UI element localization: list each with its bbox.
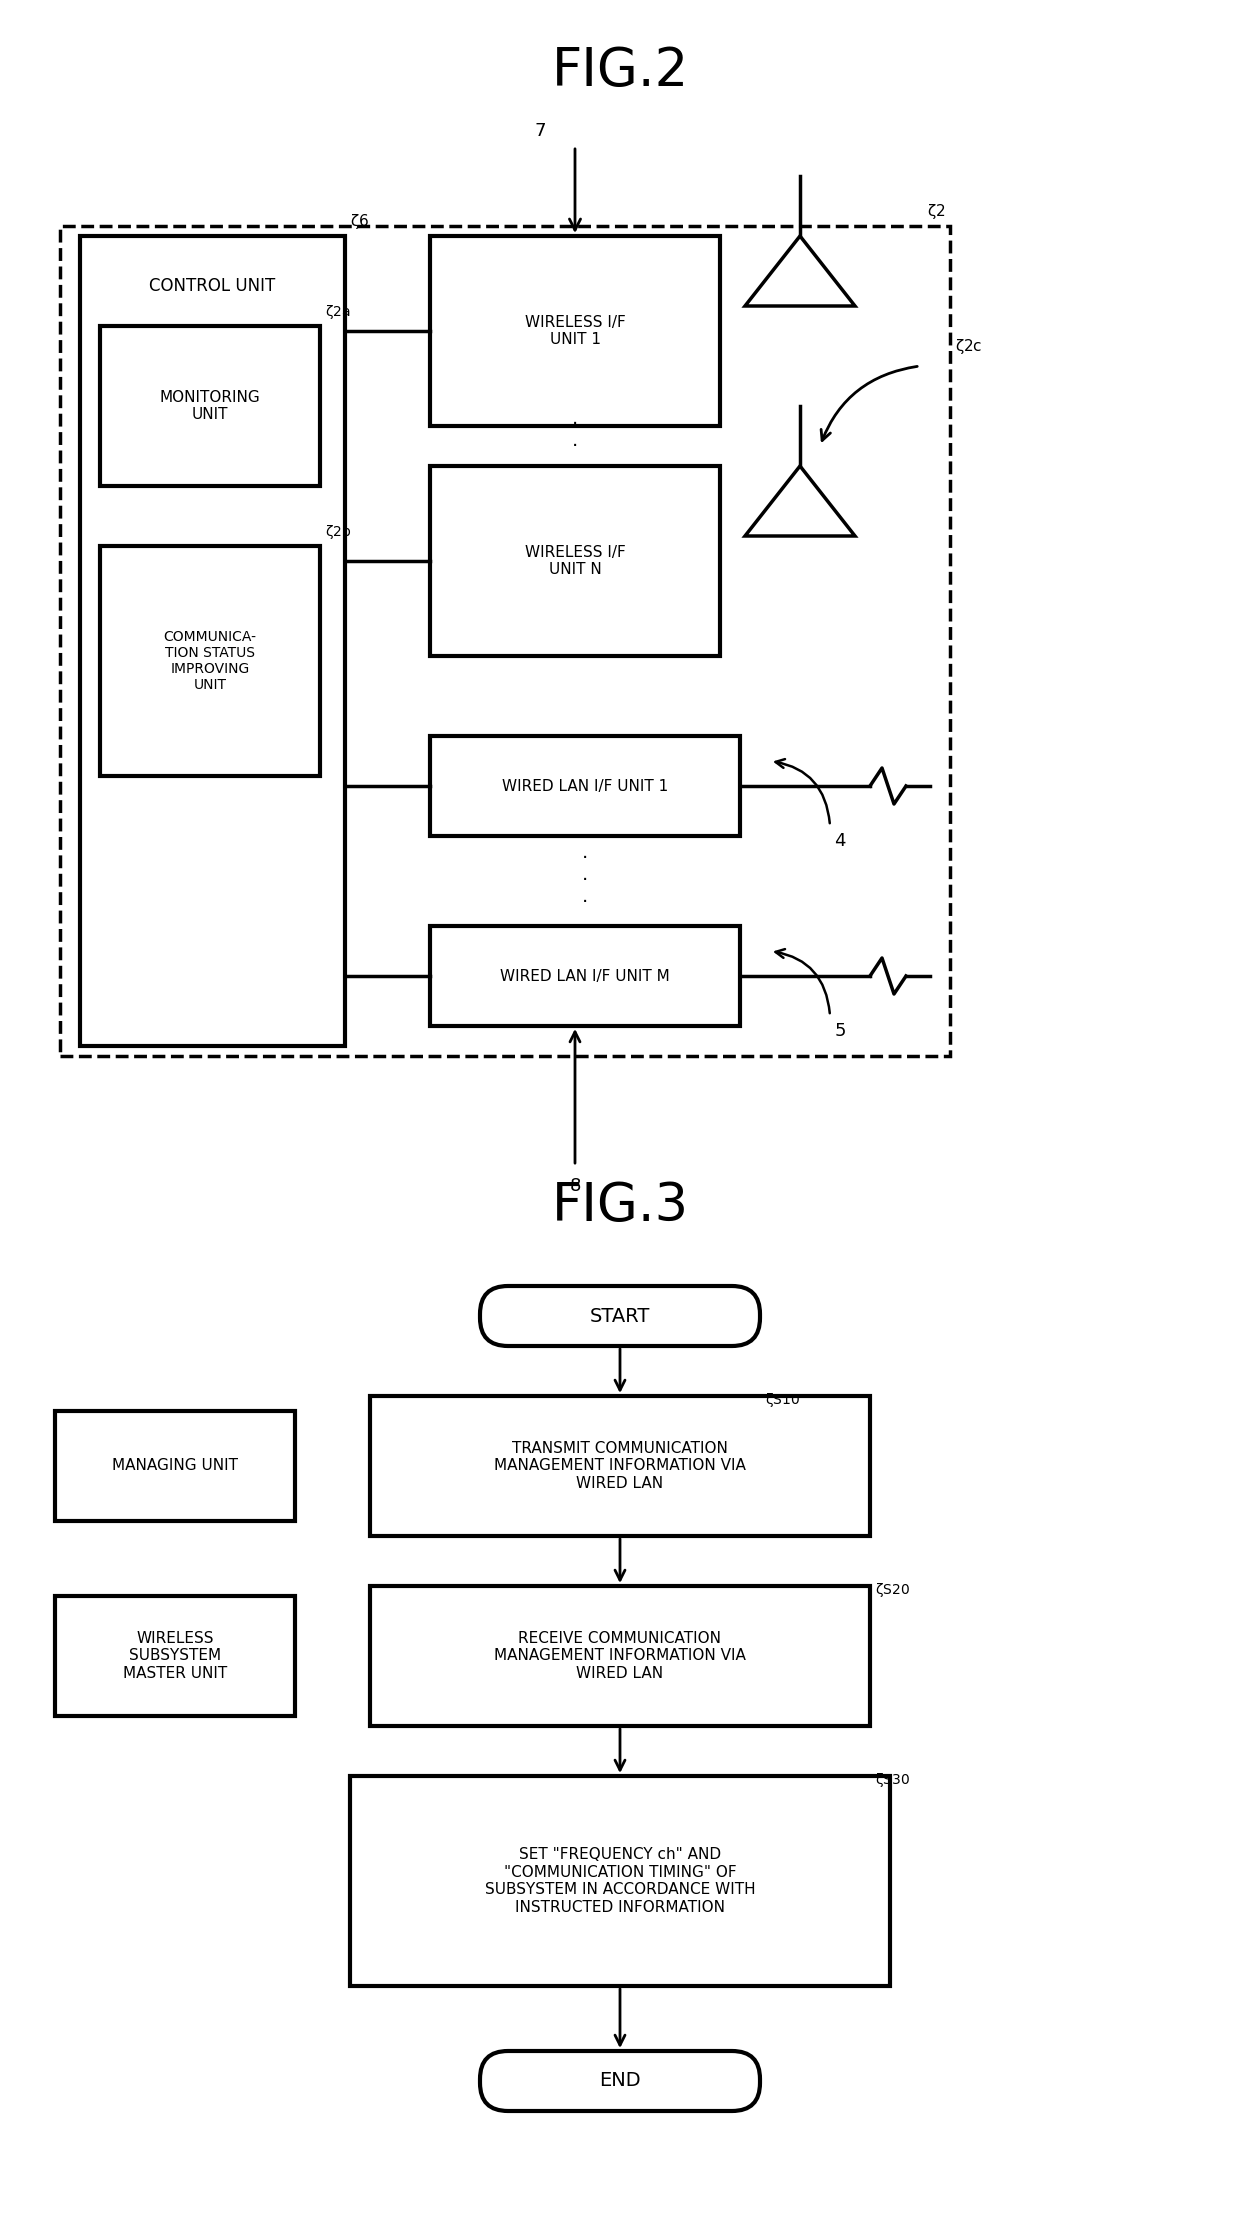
Bar xyxy=(55,1596,295,1716)
Text: $\mathsf{\zeta}$S20: $\mathsf{\zeta}$S20 xyxy=(875,1580,910,1598)
Bar xyxy=(60,227,950,1055)
Text: SET "FREQUENCY ch" AND
"COMMUNICATION TIMING" OF
SUBSYSTEM IN ACCORDANCE WITH
IN: SET "FREQUENCY ch" AND "COMMUNICATION TI… xyxy=(485,1848,755,1914)
Bar xyxy=(430,236,720,425)
Text: $\mathsf{\zeta}$S30: $\mathsf{\zeta}$S30 xyxy=(875,1772,910,1790)
Text: WIRELESS I/F
UNIT N: WIRELESS I/F UNIT N xyxy=(525,545,625,577)
Bar xyxy=(370,1585,870,1725)
Text: $\mathsf{\zeta}$2b: $\mathsf{\zeta}$2b xyxy=(325,523,351,541)
Text: 5: 5 xyxy=(835,1022,846,1040)
Text: 4: 4 xyxy=(835,833,846,850)
Text: $\mathsf{\zeta}$6: $\mathsf{\zeta}$6 xyxy=(350,211,370,232)
Text: WIRELESS
SUBSYSTEM
MASTER UNIT: WIRELESS SUBSYSTEM MASTER UNIT xyxy=(123,1632,227,1681)
Text: MANAGING UNIT: MANAGING UNIT xyxy=(112,1458,238,1474)
Text: FIG.3: FIG.3 xyxy=(552,1180,688,1231)
Bar xyxy=(430,465,720,657)
Text: WIRED LAN I/F UNIT M: WIRED LAN I/F UNIT M xyxy=(500,968,670,984)
Text: $\mathsf{\zeta}$2c: $\mathsf{\zeta}$2c xyxy=(955,336,982,356)
Text: START: START xyxy=(590,1307,650,1324)
Text: WIRELESS I/F
UNIT 1: WIRELESS I/F UNIT 1 xyxy=(525,314,625,347)
Text: FIG.2: FIG.2 xyxy=(552,45,688,98)
Text: COMMUNICA-
TION STATUS
IMPROVING
UNIT: COMMUNICA- TION STATUS IMPROVING UNIT xyxy=(164,630,257,692)
Bar xyxy=(430,926,740,1026)
Bar xyxy=(430,737,740,837)
Text: ·
·
·: · · · xyxy=(582,850,588,913)
Bar xyxy=(350,1776,890,1986)
FancyBboxPatch shape xyxy=(480,1287,760,1347)
Text: RECEIVE COMMUNICATION
MANAGEMENT INFORMATION VIA
WIRED LAN: RECEIVE COMMUNICATION MANAGEMENT INFORMA… xyxy=(494,1632,746,1681)
Text: MONITORING
UNIT: MONITORING UNIT xyxy=(160,390,260,423)
Bar xyxy=(100,325,320,485)
Text: END: END xyxy=(599,2072,641,2090)
Bar xyxy=(55,1411,295,1520)
Text: TRANSMIT COMMUNICATION
MANAGEMENT INFORMATION VIA
WIRED LAN: TRANSMIT COMMUNICATION MANAGEMENT INFORM… xyxy=(494,1440,746,1491)
Text: CONTROL UNIT: CONTROL UNIT xyxy=(149,276,275,296)
Text: ·
·
·: · · · xyxy=(572,414,578,479)
Bar xyxy=(100,545,320,777)
Text: 7: 7 xyxy=(534,122,546,140)
Text: $\mathsf{\zeta}$2a: $\mathsf{\zeta}$2a xyxy=(325,303,351,321)
Text: $\mathsf{\zeta}$2: $\mathsf{\zeta}$2 xyxy=(926,203,945,220)
Bar xyxy=(81,236,345,1046)
Text: $\mathsf{\zeta}$S10: $\mathsf{\zeta}$S10 xyxy=(765,1391,800,1409)
FancyBboxPatch shape xyxy=(480,2050,760,2110)
Text: 8: 8 xyxy=(569,1178,580,1195)
Bar xyxy=(370,1396,870,1536)
Text: WIRED LAN I/F UNIT 1: WIRED LAN I/F UNIT 1 xyxy=(502,779,668,792)
